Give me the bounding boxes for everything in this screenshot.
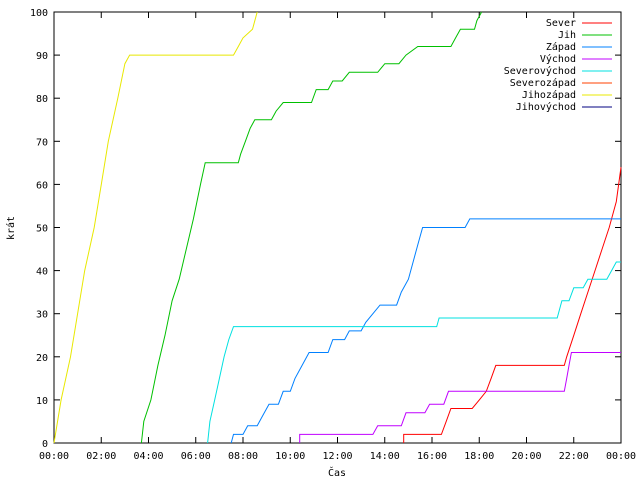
legend-label: Východ (540, 53, 576, 65)
legend: SeverJihZápadVýchodSeverovýchodSeverozáp… (504, 18, 612, 113)
x-tick-label: 06:00 (181, 451, 211, 462)
x-tick-label: 22:00 (559, 451, 589, 462)
x-tick-label: 02:00 (86, 451, 116, 462)
y-tick-label: 70 (36, 137, 48, 148)
legend-label: Jihozápad (522, 89, 576, 101)
y-axis-label: krát (5, 216, 17, 240)
x-tick-label: 00:00 (39, 451, 69, 462)
x-tick-label: 08:00 (228, 451, 258, 462)
y-tick-label: 90 (36, 51, 48, 62)
legend-label: Západ (546, 41, 576, 53)
series-line-jihozápad (53, 11, 258, 444)
series-line-východ (299, 352, 621, 443)
y-tick-label: 10 (36, 396, 48, 407)
y-tick-label: 0 (42, 439, 48, 450)
y-tick-label: 50 (36, 224, 48, 235)
legend-label: Severovýchod (504, 65, 576, 77)
legend-label: Sever (546, 18, 576, 29)
x-axis: 00:00 02:00 04:00 06:00 08:00 10:00 12:00 14:00… (39, 12, 636, 462)
x-tick-label: 00:00 (606, 451, 636, 462)
x-axis-label: Čas (328, 466, 346, 479)
x-tick-label: 04:00 (133, 451, 163, 462)
y-tick-label: 100 (30, 8, 48, 19)
series-line-severovýchod (207, 261, 621, 444)
y-tick-label: 30 (36, 310, 48, 321)
series-line-západ (230, 218, 621, 444)
x-tick-label: 20:00 (511, 451, 541, 462)
y-tick-label: 40 (36, 267, 48, 278)
y-tick-label: 80 (36, 94, 48, 105)
x-tick-label: 16:00 (417, 451, 447, 462)
y-axis: 0 10 20 30 40 50 60 70 80 90 100 (30, 8, 621, 450)
legend-label: Jihovýchod (516, 101, 576, 113)
x-tick-label: 10:00 (275, 451, 305, 462)
y-tick-label: 60 (36, 180, 48, 191)
x-tick-label: 14:00 (370, 451, 400, 462)
x-tick-label: 18:00 (464, 451, 494, 462)
series-lines (53, 11, 622, 444)
series-line-jih (140, 11, 483, 444)
legend-label: Severozápad (510, 77, 576, 89)
series-line-sever (403, 167, 622, 443)
x-tick-label: 12:00 (322, 451, 352, 462)
legend-label: Jih (558, 30, 576, 41)
y-tick-label: 20 (36, 353, 48, 364)
